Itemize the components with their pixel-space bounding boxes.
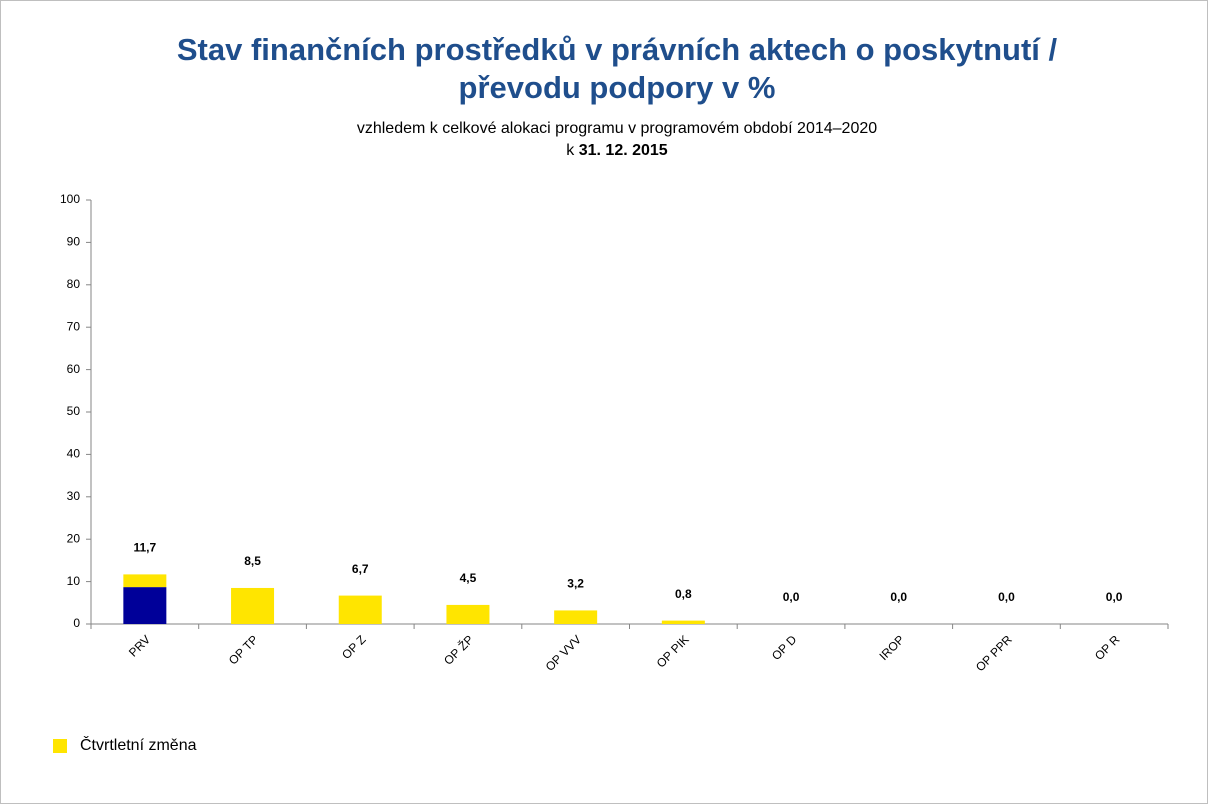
chart-title: Stav finančních prostředků v právních ak…	[177, 32, 1058, 67]
total-label: 6,7	[352, 562, 369, 576]
bar	[446, 604, 490, 624]
subtitle: vzhledem k celkové alokaci programu v pr…	[357, 120, 877, 137]
y-tick-label: 40	[67, 447, 81, 461]
legend-label: Čtvrtletní změna	[80, 735, 197, 754]
bar	[123, 587, 167, 624]
total-label: 0,0	[783, 590, 800, 604]
y-tick-label: 50	[67, 404, 81, 418]
y-tick-label: 90	[67, 235, 81, 249]
y-tick-label: 70	[67, 319, 81, 333]
bar	[661, 620, 705, 624]
legend-swatch	[53, 739, 67, 753]
date-line: k 31. 12. 2015	[566, 142, 668, 159]
y-tick-label: 20	[67, 531, 81, 545]
total-label: 0,0	[998, 590, 1015, 604]
total-label: 4,5	[460, 571, 477, 585]
bar	[123, 574, 167, 588]
date: 31. 12. 2015	[579, 142, 668, 159]
y-tick-label: 30	[67, 489, 81, 503]
chart-title: převodu podpory v %	[459, 70, 776, 105]
y-tick-label: 80	[67, 277, 81, 291]
y-tick-label: 60	[67, 362, 81, 376]
total-label: 0,0	[890, 590, 907, 604]
total-label: 8,5	[244, 554, 261, 568]
bar	[554, 610, 598, 624]
y-tick-label: 10	[67, 574, 81, 588]
bar	[338, 595, 382, 624]
bar	[231, 587, 275, 624]
y-tick-label: 100	[60, 192, 80, 206]
total-label: 3,2	[567, 577, 584, 591]
y-tick-label: 0	[73, 616, 80, 630]
date-prefix: k	[566, 142, 575, 159]
total-label: 0,8	[675, 587, 692, 601]
total-label: 0,0	[1106, 590, 1123, 604]
total-label: 11,7	[133, 541, 156, 555]
